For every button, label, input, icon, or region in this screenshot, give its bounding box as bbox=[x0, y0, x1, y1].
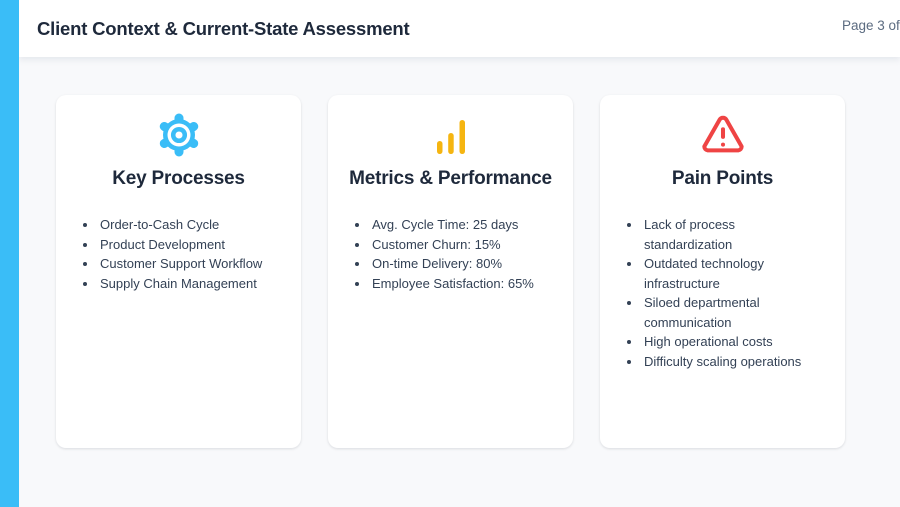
card-title: Metrics & Performance bbox=[349, 168, 552, 189]
list-item: High operational costs bbox=[642, 332, 825, 352]
card-list: Lack of process standardization Outdated… bbox=[620, 215, 825, 371]
card-list: Avg. Cycle Time: 25 days Customer Churn:… bbox=[348, 215, 553, 293]
list-item: Product Development bbox=[98, 235, 281, 255]
cards-row: Key Processes Order-to-Cash Cycle Produc… bbox=[56, 95, 845, 448]
list-item: Customer Support Workflow bbox=[98, 254, 281, 274]
list-item: Supply Chain Management bbox=[98, 274, 281, 294]
card-key-processes: Key Processes Order-to-Cash Cycle Produc… bbox=[56, 95, 301, 448]
list-item: Avg. Cycle Time: 25 days bbox=[370, 215, 553, 235]
card-metrics-performance: Metrics & Performance Avg. Cycle Time: 2… bbox=[328, 95, 573, 448]
page-title: Client Context & Current-State Assessmen… bbox=[37, 17, 410, 39]
page-header: Client Context & Current-State Assessmen… bbox=[19, 0, 900, 57]
list-item: Customer Churn: 15% bbox=[370, 235, 553, 255]
list-item: Order-to-Cash Cycle bbox=[98, 215, 281, 235]
list-item: Difficulty scaling operations bbox=[642, 352, 825, 372]
left-accent-bar bbox=[0, 0, 19, 507]
card-title: Key Processes bbox=[112, 168, 245, 189]
card-list: Order-to-Cash Cycle Product Development … bbox=[76, 215, 281, 293]
list-item: Lack of process standardization bbox=[642, 215, 825, 254]
card-title: Pain Points bbox=[671, 168, 774, 189]
page-number: Page 3 of bbox=[842, 18, 900, 33]
warning-triangle-icon bbox=[620, 112, 825, 158]
list-item: On-time Delivery: 80% bbox=[370, 254, 553, 274]
list-item: Employee Satisfaction: 65% bbox=[370, 274, 553, 294]
list-item: Outdated technology infrastructure bbox=[642, 254, 825, 293]
gear-icon bbox=[76, 112, 281, 158]
card-pain-points: Pain Points Lack of process standardizat… bbox=[600, 95, 845, 448]
bar-chart-icon bbox=[348, 112, 553, 158]
list-item: Siloed departmental communication bbox=[642, 293, 825, 332]
